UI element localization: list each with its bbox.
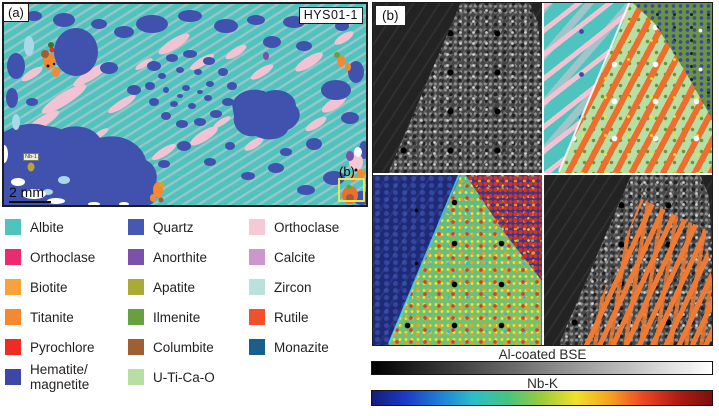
inset-location-label: (b) — [339, 164, 355, 179]
legend-label: Rutile — [274, 309, 309, 325]
legend-label: Biotite — [30, 279, 68, 295]
legend-label: Apatite — [153, 279, 196, 295]
legend-label: Columbite — [153, 339, 214, 355]
legend-swatch — [5, 369, 21, 385]
legend-item-rutile: Rutile — [249, 302, 367, 332]
panel-a-mineral-map: (a) HYS01-1 Nb-1 2 mm (b) — [2, 2, 368, 207]
panel-b-detail-maps: (b) — [372, 2, 713, 346]
legend-item-orthoclase-magenta: Orthoclase — [5, 242, 128, 272]
legend-item-hematite-magnetite: Hematite/ magnetite — [5, 362, 128, 392]
legend-label: Ilmenite — [153, 309, 201, 325]
legend-swatch — [5, 249, 21, 265]
legend-swatch — [5, 339, 21, 355]
legend-swatch — [249, 279, 265, 295]
legend-label: Quartz — [153, 219, 194, 235]
phase-map-detail — [543, 3, 712, 173]
legend-swatch — [5, 219, 21, 235]
legend-item-columbite: Columbite — [128, 332, 249, 362]
inset-location-outline — [338, 178, 365, 202]
spot-annotation-label: Nb-1 — [23, 153, 39, 161]
panel-b-label: (b) — [376, 6, 405, 25]
legend-label: Orthoclase — [274, 219, 340, 235]
legend-label: Pyrochlore — [30, 339, 95, 355]
legend-column-3: Orthoclase Calcite Zircon Rutile Monazit… — [249, 212, 367, 392]
legend-swatch — [249, 249, 265, 265]
legend-swatch — [5, 309, 21, 325]
legend-label: Hematite/ magnetite — [30, 362, 90, 392]
legend-swatch — [128, 339, 144, 355]
legend-swatch — [128, 309, 144, 325]
scale-bar-text: 2 mm — [9, 184, 44, 200]
legend-label: Anorthite — [153, 249, 208, 265]
bse-colorbar-title: Al-coated BSE — [498, 347, 587, 362]
legend-swatch — [128, 279, 144, 295]
legend-item-anorthite: Anorthite — [128, 242, 249, 272]
legend-item-titanite: Titanite — [5, 302, 128, 332]
legend-swatch — [249, 219, 265, 235]
legend-item-zircon: Zircon — [249, 272, 367, 302]
legend-label: Orthoclase — [30, 249, 96, 265]
legend-item-biotite: Biotite — [5, 272, 128, 302]
nb-k-element-map — [373, 175, 542, 345]
legend-label: Zircon — [274, 279, 312, 295]
nb-colorbar — [371, 390, 713, 406]
bse-image — [373, 3, 542, 173]
legend-swatch — [128, 369, 144, 385]
sample-id-badge: HYS01-1 — [298, 7, 363, 24]
legend-item-apatite: Apatite — [128, 272, 249, 302]
legend-item-pyrochlore: Pyrochlore — [5, 332, 128, 362]
legend-label: Monazite — [274, 339, 329, 355]
bse-with-rutile-overlay — [543, 175, 712, 345]
panel-a-label: (a) — [3, 3, 29, 22]
scale-bar-line — [9, 201, 51, 203]
mineral-map-graphic — [4, 4, 366, 205]
legend-swatch — [249, 309, 265, 325]
legend-label: Albite — [30, 219, 64, 235]
legend-column-2: Quartz Anorthite Apatite Ilmenite Columb… — [128, 212, 249, 392]
legend-item-calcite: Calcite — [249, 242, 367, 272]
bse-grain-wedge — [388, 3, 542, 173]
legend-swatch — [5, 279, 21, 295]
legend-item-albite: Albite — [5, 212, 128, 242]
legend-swatch — [128, 249, 144, 265]
mineral-legend: Albite Orthoclase Biotite Titanite Pyroc… — [5, 212, 367, 392]
legend-item-u-ti-ca-o: U-Ti-Ca-O — [128, 362, 249, 392]
scale-bar: 2 mm — [9, 185, 51, 203]
legend-item-orthoclase-pink: Orthoclase — [249, 212, 367, 242]
legend-item-quartz: Quartz — [128, 212, 249, 242]
legend-label: U-Ti-Ca-O — [153, 369, 215, 385]
legend-column-1: Albite Orthoclase Biotite Titanite Pyroc… — [5, 212, 128, 392]
legend-swatch — [249, 339, 265, 355]
legend-label: Calcite — [274, 249, 316, 265]
legend-label: Titanite — [30, 309, 74, 325]
legend-item-monazite: Monazite — [249, 332, 367, 362]
bse-colorbar — [371, 361, 713, 375]
legend-swatch — [128, 219, 144, 235]
legend-item-ilmenite: Ilmenite — [128, 302, 249, 332]
nb-colorbar-title: Nb-K — [527, 376, 558, 391]
